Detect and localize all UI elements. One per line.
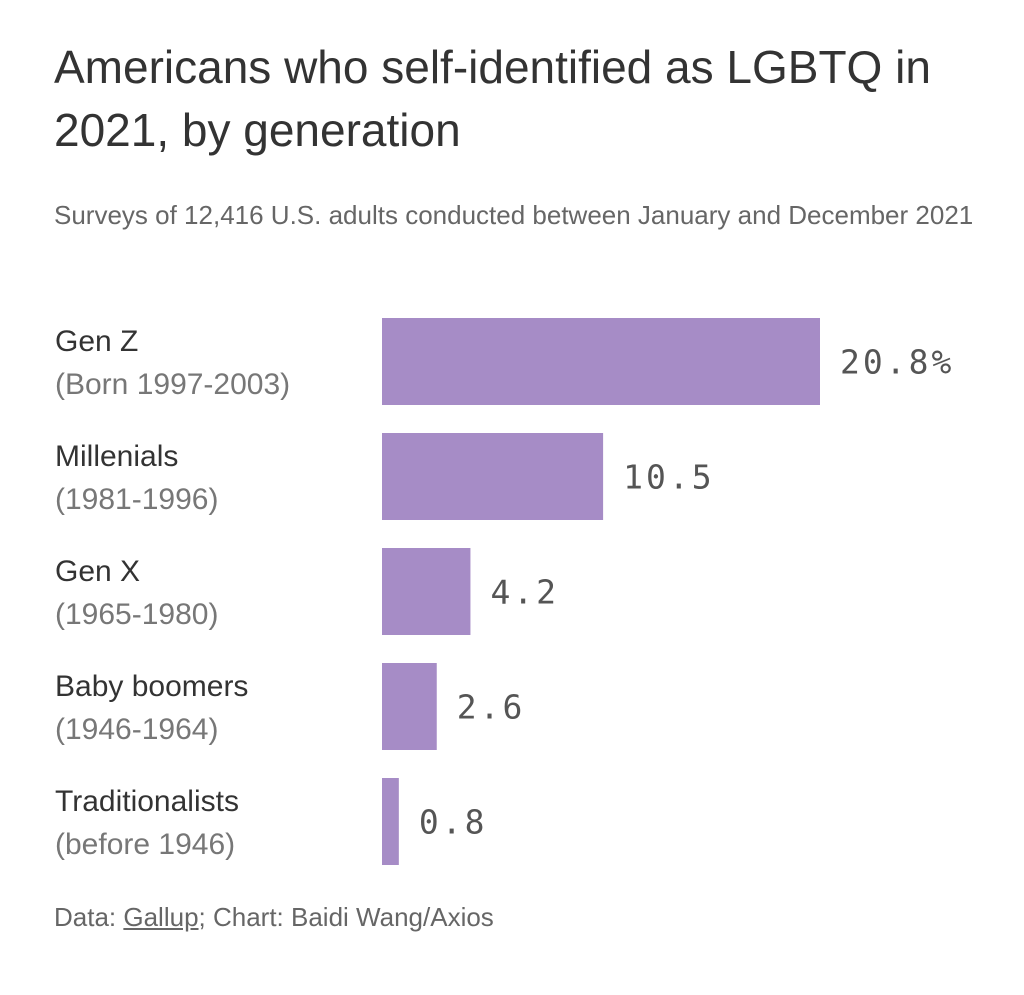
category-sublabel: (1981-1996) bbox=[55, 483, 218, 516]
category-sublabel: (before 1946) bbox=[55, 828, 235, 861]
category-sublabel: (1946-1964) bbox=[55, 713, 218, 746]
bar bbox=[382, 548, 471, 635]
category-label: Millenials bbox=[55, 440, 178, 473]
data-label: 10.5 bbox=[623, 458, 714, 497]
category-label: Gen Z bbox=[55, 325, 138, 358]
footer-prefix: Data: bbox=[54, 902, 124, 932]
chart-subtitle: Surveys of 12,416 U.S. adults conducted … bbox=[54, 200, 974, 230]
footer-suffix: ; Chart: Baidi Wang/Axios bbox=[198, 902, 494, 932]
category-label: Baby boomers bbox=[55, 670, 248, 703]
category-sublabel: (1965-1980) bbox=[55, 598, 218, 631]
bar bbox=[382, 433, 604, 520]
category-label: Gen X bbox=[55, 555, 140, 588]
bar bbox=[382, 318, 820, 405]
bar bbox=[382, 663, 437, 750]
chart-title: Americans who self-identified as LGBTQ i… bbox=[54, 41, 931, 156]
data-label: 4.2 bbox=[490, 573, 559, 612]
data-label: 2.6 bbox=[457, 688, 526, 727]
source-link[interactable]: Gallup bbox=[123, 902, 199, 932]
bar bbox=[382, 778, 399, 865]
data-label: 20.8% bbox=[840, 343, 954, 382]
data-label: 0.8 bbox=[419, 803, 488, 842]
category-label: Traditionalists bbox=[55, 785, 239, 818]
bar-chart: Gen Z (Born 1997-2003) 20.8% Millenials (198… bbox=[55, 318, 954, 865]
chart-footer: Data: Gallup; Chart: Baidi Wang/Axios bbox=[54, 902, 494, 933]
category-sublabel: (Born 1997-2003) bbox=[55, 368, 290, 401]
